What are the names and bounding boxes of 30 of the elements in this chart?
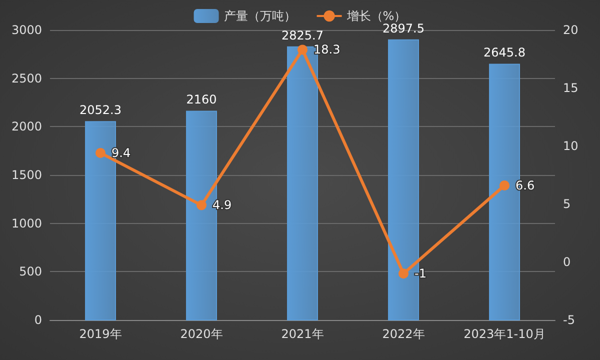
point (196, 200, 206, 210)
y-tick-label: 0 (34, 313, 42, 327)
y2-tick-label: 20 (563, 23, 578, 37)
y2-tick-label: -5 (563, 313, 575, 327)
legend-label: 产量（万吨） (224, 9, 296, 23)
x-tick-label: 2022年 (382, 327, 425, 341)
data-label: 2160 (186, 92, 217, 107)
data-label: 2052.3 (80, 103, 122, 118)
x-tick-label: 2019年 (79, 327, 122, 341)
x-tick-label: 2023年1-10月 (464, 327, 546, 341)
x-tick-label: 2020年 (180, 327, 223, 341)
legend-label: 增长（%） (346, 9, 406, 23)
point (298, 44, 308, 55)
y2-tick-label: 0 (563, 255, 571, 269)
data-label: 2897.5 (382, 21, 424, 36)
y-tick-label: 2500 (11, 71, 42, 86)
y2-tick-label: 15 (563, 81, 578, 95)
data-label: 2645.8 (484, 46, 526, 60)
y-tick-label: 500 (19, 264, 42, 279)
y-tick-label: 1000 (11, 216, 42, 230)
point (500, 180, 510, 190)
y2-tick-label: 10 (563, 139, 578, 153)
data-label: 2825.7 (282, 28, 324, 42)
point (96, 148, 106, 158)
y2-tick-label: 5 (563, 197, 571, 211)
y-tick-label: 3000 (11, 23, 42, 37)
point (398, 268, 408, 279)
y-tick-label: 2000 (11, 120, 42, 134)
x-tick-label: 2021年 (281, 327, 324, 341)
y-tick-label: 1500 (11, 168, 42, 182)
